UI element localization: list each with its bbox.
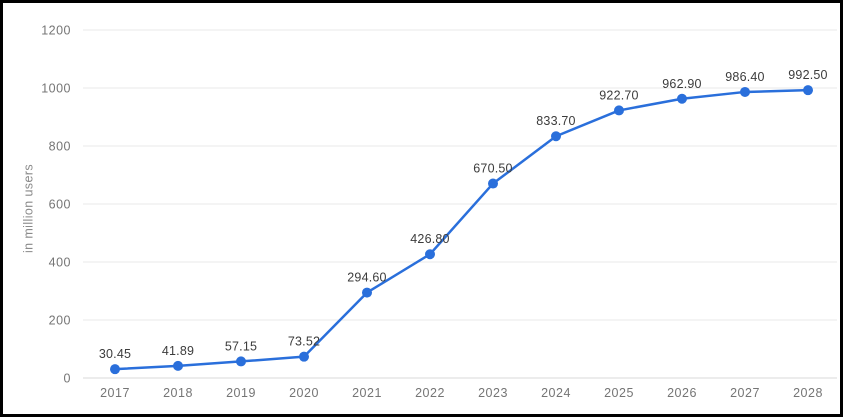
data-point-label: 73.52 [288, 335, 320, 349]
data-point[interactable] [425, 249, 435, 260]
y-tick-label: 200 [49, 314, 71, 328]
y-tick-label: 1200 [41, 24, 71, 38]
x-tick-label: 2022 [415, 386, 445, 400]
x-tick-label: 2025 [604, 386, 634, 400]
data-point-label: 426.80 [410, 232, 449, 246]
y-tick-label: 1000 [41, 82, 71, 96]
x-tick-label: 2017 [100, 386, 130, 400]
data-point[interactable] [488, 178, 498, 189]
x-tick-label: 2026 [667, 386, 697, 400]
data-point-label: 670.50 [473, 162, 512, 176]
y-tick-label: 600 [49, 198, 71, 212]
y-tick-label: 400 [49, 256, 71, 270]
x-tick-label: 2024 [541, 386, 571, 400]
data-point-label: 922.70 [599, 88, 638, 102]
data-point-label: 57.15 [225, 339, 257, 353]
data-point[interactable] [677, 93, 687, 104]
x-tick-label: 2020 [289, 386, 319, 400]
data-point[interactable] [173, 360, 183, 371]
line-chart: 0 200 400 600 800 1000 1200 2017 2018 2019 2020 202… [41, 24, 837, 400]
y-axis-title: in million users [21, 163, 36, 254]
x-tick-label: 2027 [730, 386, 760, 400]
data-point[interactable] [551, 131, 561, 142]
series-line [113, 88, 810, 371]
y-tick-label: 0 [64, 372, 71, 386]
data-point[interactable] [740, 86, 750, 97]
data-point-label: 992.50 [788, 68, 827, 82]
data-point-label: 833.70 [536, 114, 575, 128]
data-point[interactable] [614, 105, 624, 116]
data-point[interactable] [236, 356, 246, 367]
x-tick-label: 2023 [478, 386, 508, 400]
data-point[interactable] [299, 351, 309, 362]
data-point-label: 986.40 [725, 70, 764, 84]
data-point[interactable] [110, 364, 120, 375]
data-point-label: 962.90 [662, 77, 701, 91]
data-point[interactable] [803, 85, 813, 96]
x-tick-label: 2028 [793, 386, 823, 400]
x-tick-label: 2018 [163, 386, 193, 400]
y-tick-label: 800 [49, 140, 71, 154]
x-tick-label: 2019 [226, 386, 256, 400]
data-point-label: 30.45 [99, 347, 131, 361]
x-tick-label: 2021 [352, 386, 382, 400]
data-point[interactable] [362, 287, 372, 298]
data-point-label: 294.60 [347, 271, 386, 285]
data-point-label: 41.89 [162, 344, 194, 358]
